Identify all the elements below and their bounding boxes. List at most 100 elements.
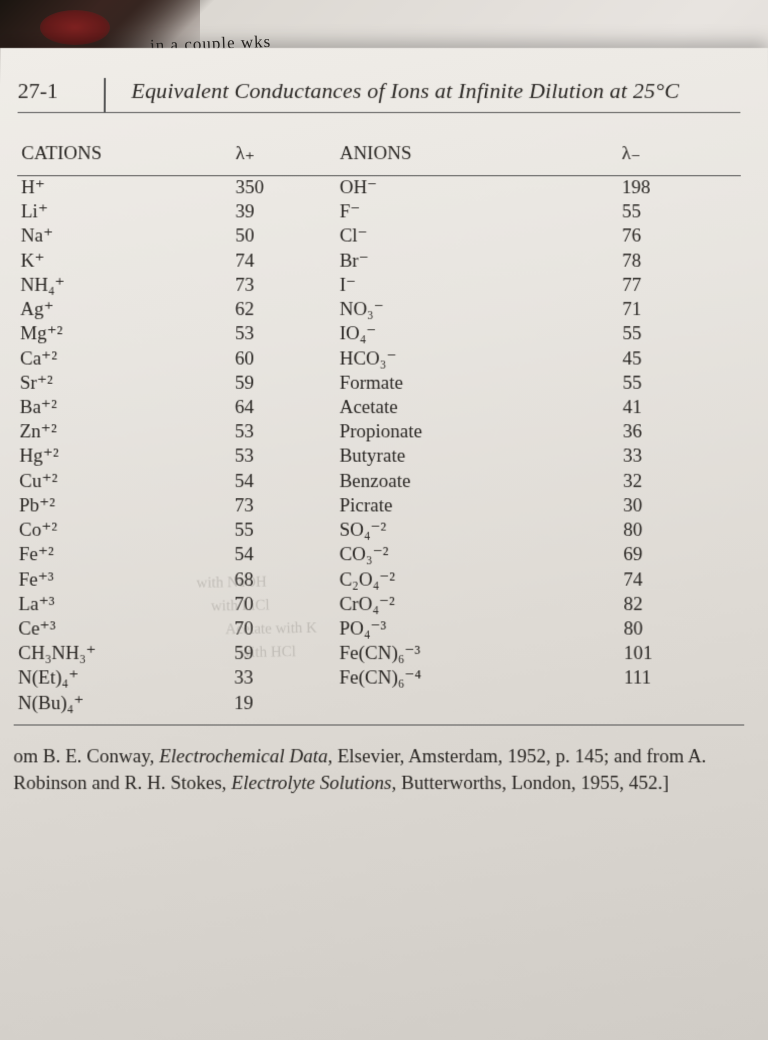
lambda-plus-cell: 60 (205, 347, 336, 371)
lambda-plus-cell: 53 (204, 445, 335, 470)
anion-cell: CO₃⁻² (335, 543, 583, 568)
lambda-minus-cell: 55 (582, 371, 742, 395)
column-header-row: CATIONS λ₊ ANIONS λ₋ (17, 135, 741, 175)
anion-cell: SO₄⁻² (335, 518, 583, 543)
cation-cell: Cu⁺² (15, 469, 204, 494)
anion-cell: Cl⁻ (336, 225, 582, 249)
table-row: La⁺³70CrO₄⁻²82 (14, 592, 743, 617)
table-row: Co⁺²55SO₄⁻²80 (15, 518, 743, 543)
lambda-minus-cell: 74 (583, 568, 743, 593)
lambda-plus-cell: 68 (204, 568, 335, 593)
lambda-plus-cell: 39 (205, 200, 335, 224)
header-vertical-rule (104, 78, 106, 112)
citation-prefix: om B. E. Conway, (13, 746, 159, 768)
lambda-minus-cell: 41 (582, 396, 742, 421)
lambda-minus-cell: 71 (582, 298, 742, 322)
cation-cell: NH₄⁺ (16, 273, 205, 297)
header-lambda-plus: λ₊ (205, 135, 335, 175)
table-row: Cu⁺²54Benzoate32 (15, 469, 743, 494)
table-row: Fe⁺²54CO₃⁻²69 (15, 543, 744, 568)
lambda-plus-cell: 54 (204, 543, 335, 568)
cation-cell: Pb⁺² (15, 494, 204, 519)
cation-cell: Zn⁺² (15, 420, 204, 445)
lambda-minus-cell: 198 (582, 176, 741, 201)
lambda-plus-cell: 54 (204, 469, 335, 494)
anion-cell (335, 691, 583, 725)
table-header-bar: 27-1 Equivalent Conductances of Ions at … (18, 78, 741, 113)
table-row: Zn⁺²53Propionate36 (15, 420, 742, 445)
cation-cell: N(Et)₄⁺ (14, 666, 204, 691)
cation-cell: N(Bu)₄⁺ (14, 691, 204, 725)
anion-cell: Fe(CN)₆⁻⁴ (335, 666, 583, 691)
cation-cell: Ag⁺ (16, 298, 205, 322)
citation-book2: Electrolyte Solutions (231, 773, 391, 795)
anion-cell: Acetate (335, 396, 582, 421)
lambda-minus-cell: 55 (582, 322, 742, 346)
lambda-minus-cell: 69 (583, 543, 743, 568)
anion-cell: Butyrate (335, 445, 582, 470)
header-lambda-minus: λ₋ (581, 135, 740, 175)
lambda-plus-cell: 74 (205, 249, 335, 273)
anion-cell: CrO₄⁻² (335, 592, 583, 617)
cation-cell: Ca⁺² (16, 347, 205, 371)
cation-cell: Na⁺ (17, 225, 205, 249)
anion-cell: IO₄⁻ (335, 322, 582, 346)
anion-cell: HCO₃⁻ (335, 347, 582, 371)
cation-cell: Ba⁺² (16, 396, 205, 421)
header-cations: CATIONS (17, 135, 205, 175)
lambda-plus-cell: 33 (204, 666, 335, 691)
cation-cell: Co⁺² (15, 518, 204, 543)
scanned-page: 27-1 Equivalent Conductances of Ions at … (0, 48, 768, 1040)
lambda-minus-cell: 111 (583, 666, 744, 691)
lambda-minus-cell (583, 691, 744, 725)
table-row: Pb⁺²73Picrate30 (15, 494, 743, 519)
table-row: Sr⁺²59Formate55 (16, 371, 742, 395)
lambda-plus-cell: 53 (204, 420, 335, 445)
lambda-plus-cell: 64 (205, 396, 336, 421)
table-row: Ca⁺²60HCO₃⁻45 (16, 347, 742, 371)
anion-cell: Fe(CN)₆⁻³ (335, 642, 583, 667)
anion-cell: Formate (335, 371, 582, 395)
cation-cell: La⁺³ (14, 592, 204, 617)
table-row: NH₄⁺73I⁻77 (16, 273, 741, 297)
lambda-minus-cell: 80 (583, 518, 743, 543)
lambda-plus-cell: 55 (204, 518, 335, 543)
lambda-minus-cell: 101 (583, 642, 744, 667)
cation-cell: CH₃NH₃⁺ (14, 642, 204, 667)
lambda-minus-cell: 55 (582, 200, 741, 224)
lambda-plus-cell: 53 (205, 322, 336, 346)
lambda-minus-cell: 80 (583, 617, 744, 642)
table-row: H⁺350OH⁻198 (17, 176, 741, 201)
cation-cell: Hg⁺² (15, 445, 204, 470)
lambda-plus-cell: 59 (205, 371, 336, 395)
lambda-plus-cell: 19 (204, 691, 336, 725)
table-row: K⁺74Br⁻78 (17, 249, 742, 273)
cation-cell: K⁺ (17, 249, 206, 273)
lambda-minus-cell: 36 (582, 420, 742, 445)
anion-cell: OH⁻ (336, 176, 582, 201)
table-row: Li⁺39F⁻55 (17, 200, 741, 224)
table-row: Ag⁺62NO₃⁻71 (16, 298, 741, 322)
citation-text: om B. E. Conway, Electrochemical Data, E… (13, 744, 744, 797)
anion-cell: Benzoate (335, 469, 582, 494)
anion-cell: Propionate (335, 420, 582, 445)
lambda-plus-cell: 62 (205, 298, 336, 322)
cation-cell: Mg⁺² (16, 322, 205, 346)
cation-cell: Fe⁺³ (15, 568, 205, 593)
cation-cell: Li⁺ (17, 200, 205, 224)
table-row: Ce⁺³70PO₄⁻³80 (14, 617, 743, 642)
header-anions: ANIONS (336, 135, 582, 175)
lambda-plus-cell: 59 (204, 642, 335, 667)
table-number: 27-1 (18, 78, 104, 104)
red-object-corner (40, 10, 110, 45)
table-row: Na⁺50Cl⁻76 (17, 225, 742, 249)
table-row: Ba⁺²64Acetate41 (16, 396, 743, 421)
table-title: Equivalent Conductances of Ions at Infin… (131, 78, 679, 104)
anion-cell: Picrate (335, 494, 582, 519)
lambda-minus-cell: 45 (582, 347, 742, 371)
table-row: Fe⁺³68C₂O₄⁻²74 (15, 568, 744, 593)
citation-book1: Electrochemical Data (159, 746, 328, 768)
table-row: Hg⁺²53Butyrate33 (15, 445, 742, 470)
table-row: Mg⁺²53IO₄⁻55 (16, 322, 742, 346)
anion-cell: F⁻ (336, 200, 582, 224)
